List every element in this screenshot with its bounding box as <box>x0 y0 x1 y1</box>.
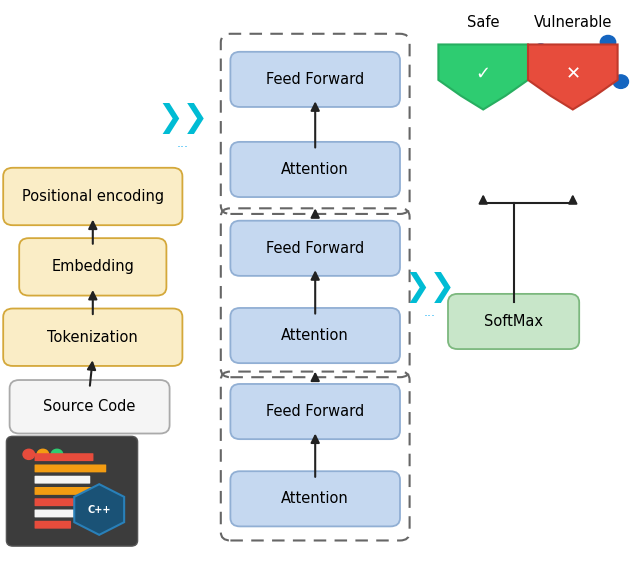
Polygon shape <box>438 44 528 109</box>
FancyBboxPatch shape <box>35 464 106 472</box>
FancyBboxPatch shape <box>35 510 87 517</box>
Polygon shape <box>528 44 618 109</box>
Text: C++: C++ <box>88 504 111 515</box>
FancyBboxPatch shape <box>19 238 166 296</box>
Text: ❯❯: ❯❯ <box>404 271 456 303</box>
FancyBboxPatch shape <box>6 436 138 546</box>
Circle shape <box>51 449 63 459</box>
Text: SoftMax: SoftMax <box>484 314 543 329</box>
Text: Vulnerable: Vulnerable <box>534 15 612 30</box>
Text: Positional encoding: Positional encoding <box>22 189 164 204</box>
FancyBboxPatch shape <box>230 471 400 526</box>
Text: Source Code: Source Code <box>44 399 136 414</box>
FancyBboxPatch shape <box>448 294 579 349</box>
Polygon shape <box>74 484 124 535</box>
FancyBboxPatch shape <box>35 487 100 495</box>
Text: Feed Forward: Feed Forward <box>266 241 364 256</box>
FancyBboxPatch shape <box>3 309 182 366</box>
FancyBboxPatch shape <box>10 380 170 434</box>
FancyBboxPatch shape <box>230 52 400 107</box>
Circle shape <box>600 35 616 49</box>
Text: ...: ... <box>177 137 188 150</box>
Circle shape <box>23 449 35 459</box>
Text: Feed Forward: Feed Forward <box>266 404 364 419</box>
FancyBboxPatch shape <box>35 476 90 484</box>
Text: Safe: Safe <box>467 15 499 30</box>
Text: ✓: ✓ <box>476 65 491 83</box>
Text: Attention: Attention <box>282 491 349 506</box>
Text: Attention: Attention <box>282 162 349 177</box>
FancyBboxPatch shape <box>230 221 400 276</box>
FancyBboxPatch shape <box>230 308 400 363</box>
FancyBboxPatch shape <box>35 521 71 529</box>
FancyBboxPatch shape <box>35 453 93 461</box>
Text: Feed Forward: Feed Forward <box>266 72 364 87</box>
FancyBboxPatch shape <box>35 498 77 506</box>
Circle shape <box>37 449 49 459</box>
FancyBboxPatch shape <box>230 142 400 197</box>
Text: Tokenization: Tokenization <box>47 330 138 345</box>
Text: ...: ... <box>424 306 436 319</box>
Text: Embedding: Embedding <box>51 260 134 274</box>
Text: ❯❯: ❯❯ <box>157 102 208 134</box>
Text: ✕: ✕ <box>565 65 580 83</box>
FancyBboxPatch shape <box>3 168 182 225</box>
Text: Attention: Attention <box>282 328 349 343</box>
Circle shape <box>613 75 628 88</box>
Circle shape <box>533 44 548 57</box>
FancyBboxPatch shape <box>230 384 400 439</box>
